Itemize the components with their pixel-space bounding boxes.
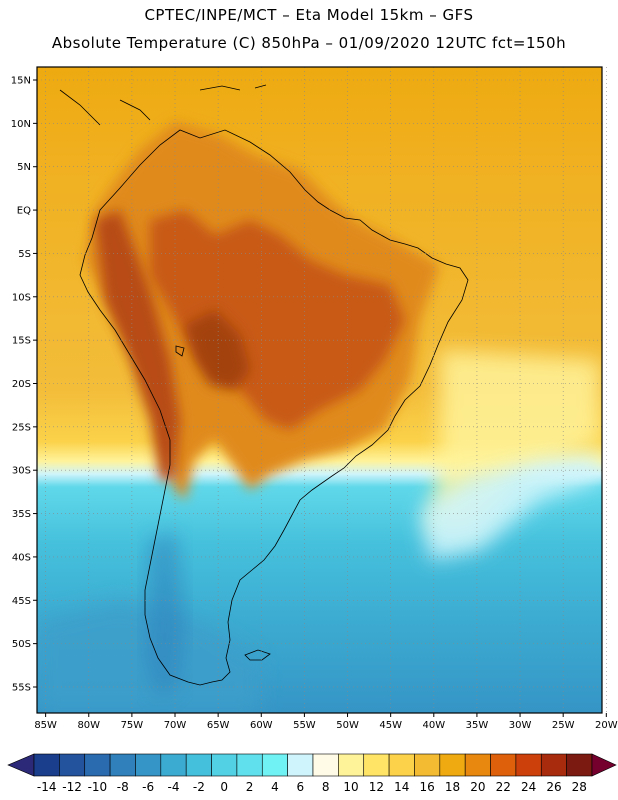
colorbar-label: 20: [470, 780, 485, 794]
colorbar-under-arrow: [7, 753, 35, 777]
colorbar-label: 2: [246, 780, 254, 794]
chart-title: CPTEC/INPE/MCT – Eta Model 15km – GFS: [144, 6, 474, 24]
lat-label: 15N: [11, 76, 31, 87]
colorbar-swatch: [236, 753, 263, 777]
temperature-field: [37, 67, 602, 713]
colorbar-label: 0: [220, 780, 228, 794]
colorbar-label: -12: [62, 780, 82, 794]
lon-label: 75W: [121, 720, 144, 731]
lon-label: 30W: [509, 720, 532, 731]
lat-label: 55S: [12, 682, 31, 693]
colorbar-swatch: [211, 753, 238, 777]
colorbar-swatch: [515, 753, 542, 777]
lat-label: 35S: [12, 509, 31, 520]
colorbar-swatch: [109, 753, 136, 777]
colorbar-label: 14: [394, 780, 409, 794]
colorbar-swatch: [464, 753, 491, 777]
colorbar-label: -6: [142, 780, 154, 794]
continent-hot-region: [150, 210, 405, 430]
axis-ticks: 15N 10N 5N EQ 5S 10S 15S 20S 25S 30S 35S 40S 45S 50S 5…: [11, 76, 618, 731]
lon-label: 65W: [207, 720, 230, 731]
colorbar-swatch: [388, 753, 415, 777]
lat-label: EQ: [17, 206, 31, 217]
colorbar-label: 24: [521, 780, 536, 794]
colorbar-swatch: [338, 753, 365, 777]
colorbar-label: 6: [296, 780, 304, 794]
chart-subtitle: Absolute Temperature (C) 850hPa – 01/09/…: [51, 34, 567, 52]
lon-label: 20W: [595, 720, 618, 731]
caribbean-islands: [59, 84, 267, 126]
lon-label: 70W: [164, 720, 187, 731]
colorbar-over-arrow: [591, 753, 617, 777]
colorbar-swatch: [84, 753, 111, 777]
colorbar-swatch: [439, 753, 466, 777]
lon-label: 45W: [379, 720, 402, 731]
lat-label: 5N: [17, 162, 31, 173]
colorbar-label: 10: [343, 780, 358, 794]
southern-pale-tongue: [420, 455, 600, 560]
lat-label: 15S: [12, 336, 31, 347]
temperature-map: 15N 10N 5N EQ 5S 10S 15S 20S 25S 30S 35S 40S 45S 50S 5…: [11, 66, 618, 731]
falklands: [244, 649, 271, 661]
colorbar-label: -2: [193, 780, 205, 794]
colorbar-label: 22: [496, 780, 511, 794]
colorbar-swatch: [490, 753, 517, 777]
colorbar-swatch: [312, 753, 339, 777]
colorbar-swatch: [135, 753, 162, 777]
lat-label: 10S: [12, 292, 31, 303]
colorbar-label: 12: [369, 780, 384, 794]
lon-label: 60W: [250, 720, 273, 731]
colorbar-swatch: [566, 753, 593, 777]
andes-hot-strip: [95, 210, 180, 480]
lat-label: 40S: [12, 552, 31, 563]
colorbar-swatch: [414, 753, 441, 777]
colorbar-label: -8: [117, 780, 129, 794]
colorbar-label: 16: [419, 780, 434, 794]
colorbar: -14 -12 -10 -8 -6 -4 -2 0 2 4 6 8 10 12 14 16 18 20 22 24 26…: [7, 753, 617, 794]
lat-label: 20S: [12, 379, 31, 390]
colorbar-swatch: [160, 753, 187, 777]
colorbar-label: -4: [168, 780, 180, 794]
lat-label: 45S: [12, 596, 31, 607]
lon-label: 35W: [466, 720, 489, 731]
lon-label: 40W: [422, 720, 445, 731]
colorbar-swatch: [363, 753, 390, 777]
colorbar-label: 4: [271, 780, 279, 794]
lat-label: 30S: [12, 466, 31, 477]
lat-label: 5S: [18, 249, 31, 260]
lon-label: 80W: [77, 720, 100, 731]
colorbar-label: -10: [88, 780, 108, 794]
colorbar-label: 18: [445, 780, 460, 794]
continent-hottest-region: [185, 310, 250, 390]
lat-label: 50S: [12, 639, 31, 650]
lake-titicaca: [175, 345, 185, 357]
patagonia-cold-tongue: [145, 530, 185, 700]
map-frame: [36, 66, 603, 714]
colorbar-swatch: [185, 753, 212, 777]
colorbar-swatch: [261, 753, 288, 777]
colorbar-swatch: [540, 753, 567, 777]
colorbar-label: 26: [546, 780, 561, 794]
colorbar-swatch: [33, 753, 60, 777]
colorbar-swatch: [287, 753, 314, 777]
lon-label: 50W: [336, 720, 359, 731]
colorbar-swatch: [59, 753, 86, 777]
colorbar-label: -14: [37, 780, 57, 794]
lon-label: 25W: [552, 720, 575, 731]
colorbar-label: 28: [572, 780, 587, 794]
lon-label: 55W: [293, 720, 316, 731]
colorbar-label: 8: [322, 780, 330, 794]
lat-label: 10N: [11, 119, 31, 130]
lat-label: 25S: [12, 422, 31, 433]
lon-label: 85W: [34, 720, 57, 731]
